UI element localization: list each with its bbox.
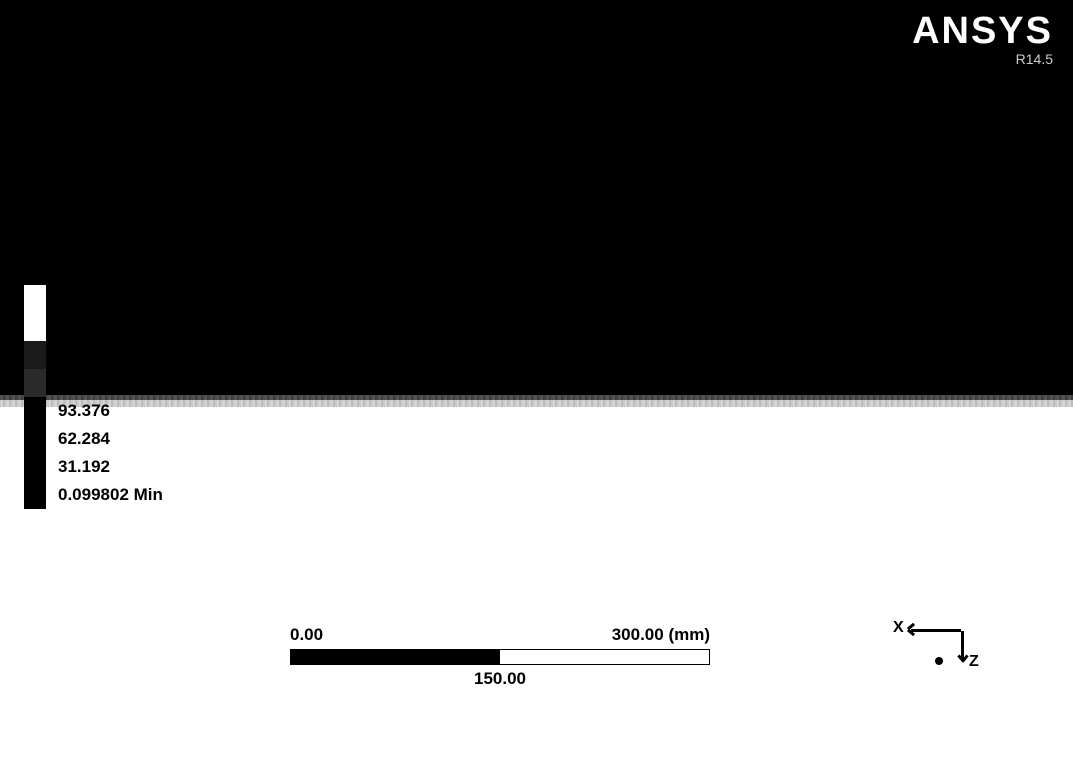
scale-bar: 0.00 300.00 (mm) 150.00 [290,625,710,689]
legend-swatch [24,453,46,481]
legend-row: 0.099802 Min [24,481,163,509]
legend-swatch [24,369,46,397]
scale-segment [291,650,500,664]
legend-value: 62.284 [58,429,110,449]
legend-row [24,341,163,369]
legend-row [24,285,163,313]
scale-bar-strip [290,649,710,665]
contour-legend: 124.47 93.376 62.284 31.192 0.099802 Min [24,285,163,509]
brand-version: R14.5 [912,51,1053,67]
triad-origin [935,657,943,665]
legend-value: 93.376 [58,401,110,421]
legend-row: 93.376 [24,397,163,425]
axis-z-label: Z [969,653,979,671]
scale-start: 0.00 [290,625,323,645]
legend-value: 124.47 [58,373,110,393]
axis-x-line [911,629,961,632]
legend-row: 124.47 [24,369,163,397]
legend-value-min: 0.099802 Min [58,485,163,505]
legend-row: 31.192 [24,453,163,481]
scale-segment [500,650,709,664]
brand-name: ANSYS [912,10,1053,53]
legend-row: 62.284 [24,425,163,453]
axis-x-label: X [893,619,904,637]
legend-row [24,313,163,341]
legend-swatch [24,425,46,453]
scale-labels-top: 0.00 300.00 (mm) [290,625,710,645]
legend-swatch [24,341,46,369]
orientation-triad[interactable]: X Z [893,619,1013,699]
brand-block: ANSYS R14.5 [912,10,1053,67]
scale-mid: 150.00 [290,669,710,689]
legend-value: 31.192 [58,457,110,477]
scale-end: 300.00 (mm) [612,625,710,645]
legend-swatch [24,285,46,313]
legend-swatch [24,397,46,425]
legend-swatch [24,481,46,509]
legend-swatch [24,313,46,341]
